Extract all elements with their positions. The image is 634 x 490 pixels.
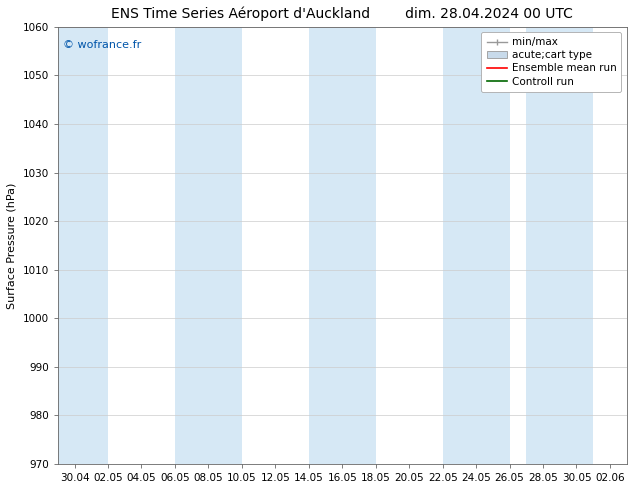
Y-axis label: Surface Pressure (hPa): Surface Pressure (hPa) (7, 182, 17, 309)
Title: ENS Time Series Aéroport d'Auckland        dim. 28.04.2024 00 UTC: ENS Time Series Aéroport d'Auckland dim.… (112, 7, 573, 22)
Text: © wofrance.fr: © wofrance.fr (63, 40, 142, 50)
Bar (443, 27, 510, 464)
Bar (175, 27, 242, 464)
Bar (526, 27, 593, 464)
Bar (309, 27, 376, 464)
Legend: min/max, acute;cart type, Ensemble mean run, Controll run: min/max, acute;cart type, Ensemble mean … (481, 32, 621, 92)
Bar (58, 27, 108, 464)
